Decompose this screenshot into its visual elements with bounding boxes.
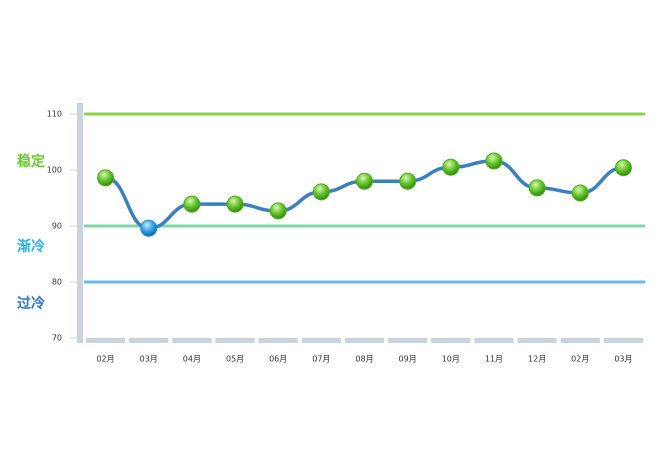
- zone-label: 渐冷: [17, 238, 45, 255]
- data-point: [183, 195, 201, 213]
- data-point: [356, 172, 373, 190]
- x-axis-segment: [560, 338, 600, 343]
- x-axis-segment: [215, 338, 255, 343]
- x-axis-segment: [258, 338, 298, 343]
- x-axis-segment: [603, 338, 643, 343]
- x-axis-segment: [431, 338, 471, 343]
- x-axis-segment: [172, 338, 212, 343]
- zone-label: 过冷: [17, 295, 45, 312]
- x-axis-segment: [86, 338, 126, 343]
- series-line: [105, 159, 624, 230]
- x-axis-segment: [388, 338, 428, 343]
- x-tick-label: 02月: [96, 355, 114, 364]
- x-axis-segment: [517, 338, 557, 343]
- data-point: [571, 184, 589, 202]
- x-axis-segment: [129, 338, 169, 343]
- y-tick-label: 100: [47, 166, 62, 175]
- data-point: [528, 179, 546, 197]
- zone-label: 稳定: [17, 153, 45, 170]
- x-tick-label: 07月: [312, 355, 330, 364]
- x-axis-segment: [344, 338, 385, 343]
- x-tick-label: 03月: [140, 355, 158, 364]
- y-tick-label: 80: [52, 278, 62, 287]
- x-axis-segment: [301, 338, 341, 343]
- x-tick-label: 03月: [614, 355, 632, 364]
- data-point: [269, 202, 287, 220]
- data-point: [226, 195, 244, 213]
- x-tick-label: 11月: [485, 355, 503, 364]
- y-axis-bar: [77, 103, 83, 343]
- data-point: [614, 159, 632, 177]
- data-point: [97, 169, 115, 187]
- y-tick-label: 110: [47, 110, 62, 119]
- x-tick-label: 05月: [226, 355, 244, 364]
- x-tick-label: 02月: [571, 355, 589, 364]
- data-point: [485, 152, 503, 170]
- x-tick-label: 10月: [442, 355, 460, 364]
- x-axis-segment: [474, 338, 514, 343]
- y-tick-label: 90: [52, 222, 62, 231]
- data-point: [442, 158, 460, 176]
- y-tick-label: 70: [52, 334, 62, 343]
- data-point: [140, 219, 158, 237]
- x-tick-label: 12月: [528, 355, 546, 364]
- data-point: [399, 172, 417, 190]
- x-tick-label: 06月: [269, 355, 287, 364]
- x-tick-label: 09月: [399, 355, 417, 364]
- data-point: [312, 183, 330, 201]
- x-tick-label: 04月: [183, 355, 201, 364]
- x-tick-label: 08月: [355, 355, 373, 364]
